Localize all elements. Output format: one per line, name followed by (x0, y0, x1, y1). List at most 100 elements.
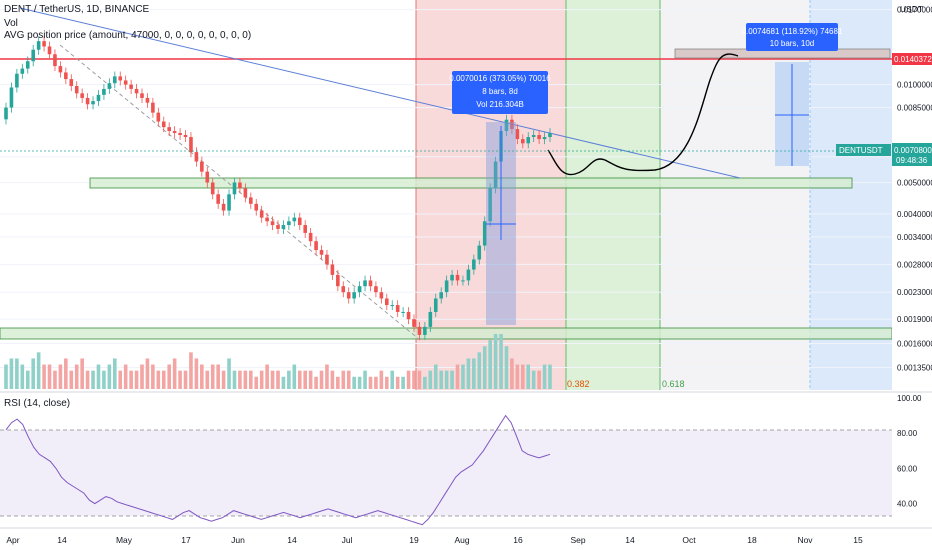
time-tick-11: 14 (625, 535, 635, 545)
rsi-indicator-label[interactable]: RSI (14, close) (4, 398, 71, 409)
candle-body-36 (200, 161, 204, 172)
candle-body-26 (145, 97, 150, 103)
volume-bar-97 (531, 370, 536, 389)
blue-zone (810, 0, 892, 390)
candle-body-49 (270, 221, 275, 226)
candle-body-45 (249, 197, 253, 204)
candle-body-46 (254, 203, 259, 211)
candle-body-2 (15, 73, 19, 88)
volume-bar-91 (499, 334, 503, 389)
resistance-price-tag (892, 53, 932, 65)
measure-popup-1-line1: 0.0070016 (373.05%) 70016 (449, 74, 551, 83)
price-tick-9: 0.0023000 (897, 288, 932, 297)
volume-bar-100 (548, 364, 552, 389)
candle-body-6 (36, 41, 41, 50)
symbol-tag (836, 144, 891, 156)
volume-bar-84 (461, 364, 465, 389)
rsi-tick-1: 80.00 (897, 429, 918, 438)
time-axis-labels: Apr 14 May 17 Jun 14 Jul 19 Aug 16 Sep 14 Oct 18 Nov 15 (6, 535, 863, 545)
price-tick-12: 0.0013500 (897, 363, 932, 372)
candle-body-25 (140, 93, 144, 98)
price-tick-10: 0.0019000 (897, 315, 932, 324)
candle-body-13 (74, 86, 79, 94)
candle-body-65 (357, 286, 362, 293)
rsi-band (0, 430, 892, 516)
volume-bar-76 (417, 370, 422, 389)
candle-body-70 (385, 298, 389, 306)
volume-bar-64 (352, 376, 356, 389)
volume-bar-99 (542, 364, 547, 389)
time-tick-9: 16 (513, 535, 523, 545)
volume-bar-33 (183, 370, 188, 389)
volume-bar-42 (232, 370, 237, 389)
candle-body-15 (85, 97, 90, 105)
volume-bar-17 (96, 364, 101, 389)
candle-body-53 (292, 217, 297, 222)
symbol-tag-label: DENTUSDT (839, 146, 883, 155)
currency-label[interactable]: USDT (900, 4, 923, 14)
volume-bar-41 (227, 358, 231, 389)
volume-bar-86 (472, 358, 476, 389)
rsi-line (5, 414, 551, 526)
candle-body-59 (325, 254, 329, 265)
candle-body-83 (455, 274, 460, 281)
candle-body-33 (183, 134, 188, 138)
candle-body-98 (537, 134, 541, 140)
measure-popup-2-line2: 10 bars, 10d (770, 39, 814, 48)
volume-indicator-label[interactable]: Vol (4, 18, 18, 29)
candle-body-11 (64, 72, 68, 80)
volume-bar-54 (297, 370, 302, 389)
time-tick-15: 15 (853, 535, 863, 545)
volume-bar-30 (167, 364, 171, 389)
candle-body-60 (330, 264, 335, 275)
volume-bar-75 (412, 370, 416, 389)
support-zone-upper (89, 177, 853, 189)
candle-body-8 (47, 46, 52, 55)
volume-bar-69 (379, 370, 384, 389)
candle-body-29 (161, 121, 166, 128)
time-tick-5: 14 (287, 535, 297, 545)
avg-position-indicator-label[interactable]: AVG position price (amount, 47000, 0, 0,… (4, 30, 252, 41)
volume-bar-98 (537, 370, 541, 389)
candle-body-9 (53, 54, 57, 67)
candle-body-69 (379, 292, 384, 299)
volume-bar-6 (36, 352, 41, 389)
volume-bar-70 (385, 376, 389, 389)
candle-body-100 (548, 132, 552, 138)
candle-body-63 (346, 292, 351, 299)
candle-body-77 (423, 326, 427, 335)
candle-body-94 (515, 129, 520, 140)
volume-bar-51 (281, 376, 286, 389)
volume-bar-16 (91, 370, 95, 389)
candle-body-41 (227, 194, 231, 211)
volume-bar-2 (15, 358, 19, 389)
volume-bar-68 (374, 376, 378, 389)
volume-bar-48 (265, 364, 269, 389)
candle-body-99 (542, 137, 547, 140)
time-tick-14: Nov (797, 535, 813, 545)
volume-bar-18 (102, 370, 106, 389)
time-tick-4: Jun (231, 535, 245, 545)
volume-bar-23 (129, 370, 133, 389)
candle-body-95 (521, 139, 525, 144)
price-tick-7: 0.0034000 (897, 233, 932, 242)
candle-body-7 (42, 41, 46, 47)
descending-trendline (19, 7, 741, 179)
price-tick-2: 0.0100000 (897, 81, 932, 90)
candle-body-16 (91, 101, 95, 105)
volume-bar-19 (107, 364, 112, 389)
time-tick-13: 18 (747, 535, 757, 545)
candle-body-0 (4, 107, 8, 120)
price-tick-0: 0.0170000 (897, 6, 932, 15)
volume-bar-25 (140, 364, 144, 389)
candle-body-74 (406, 311, 411, 320)
candle-body-66 (363, 280, 367, 287)
candle-body-93 (510, 119, 514, 130)
candle-body-27 (151, 102, 155, 113)
symbol-title[interactable]: DENT / TetherUS, 1D, BINANCE (4, 4, 150, 15)
candle-body-37 (205, 171, 210, 183)
candle-body-28 (156, 112, 161, 122)
current-price-tag (892, 143, 932, 166)
time-tick-2: May (116, 535, 133, 545)
